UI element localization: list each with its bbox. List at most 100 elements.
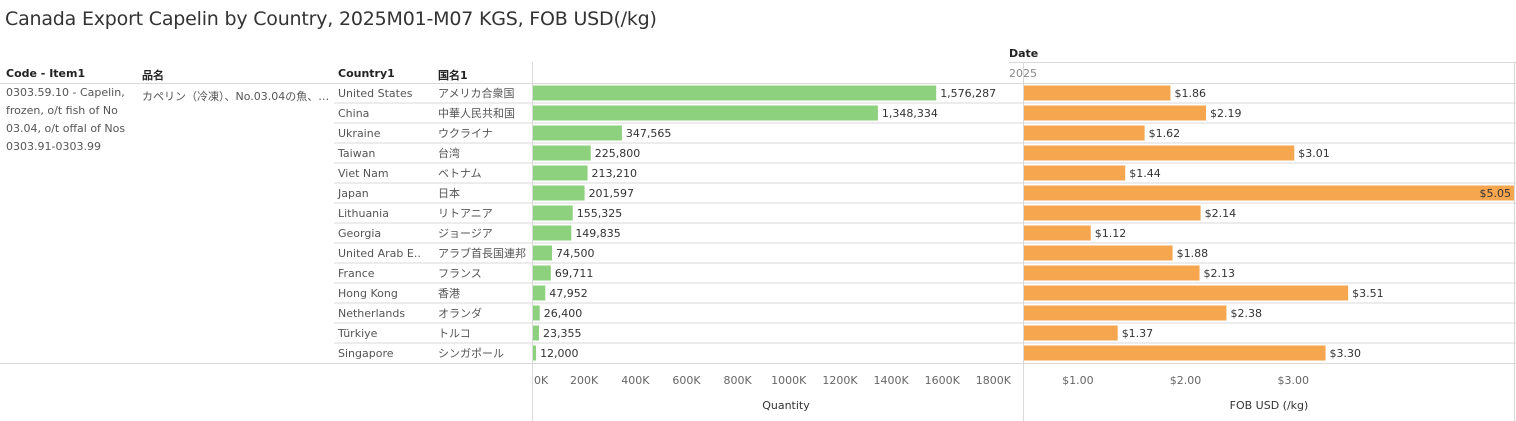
country-label: Lithuania xyxy=(338,207,389,220)
fob-bar xyxy=(1024,165,1126,181)
fob-bar xyxy=(1024,245,1173,261)
quantity-tick-label: 400K xyxy=(621,374,650,387)
quantity-bar xyxy=(533,345,537,361)
quantity-bar xyxy=(533,185,585,201)
fob-bar xyxy=(1024,85,1171,101)
fob-bar xyxy=(1024,305,1227,321)
quantity-tick-label: 1600K xyxy=(925,374,961,387)
quantity-bar xyxy=(533,265,551,281)
country-ja-label: トルコ xyxy=(438,327,471,340)
fob-bar xyxy=(1024,265,1200,281)
quantity-bar xyxy=(533,245,553,261)
header-divider xyxy=(0,83,1516,84)
quantity-tick-label: 1000K xyxy=(771,374,807,387)
country-label: Singapore xyxy=(338,347,394,360)
fob-tick-label: $2.00 xyxy=(1170,374,1202,387)
fob-value-label: $5.05 xyxy=(1480,187,1512,200)
quantity-value-label: 1,576,287 xyxy=(940,87,996,100)
quantity-axis-title: Quantity xyxy=(762,399,810,412)
country-ja-label: 中華人民共和国 xyxy=(438,107,515,120)
fob-tick-label: $1.00 xyxy=(1062,374,1094,387)
quantity-bar xyxy=(533,205,573,221)
quantity-value-label: 74,500 xyxy=(556,247,595,260)
fob-bar xyxy=(1024,325,1118,341)
fob-bar xyxy=(1024,105,1206,121)
fob-value-label: $1.86 xyxy=(1174,87,1206,100)
fob-value-label: $2.19 xyxy=(1210,107,1242,120)
kokumei-header: 国名1 xyxy=(438,69,468,82)
quantity-bar xyxy=(533,145,591,161)
quantity-bar xyxy=(533,165,588,181)
country-label: Ukraine xyxy=(338,127,381,140)
fob-value-label: $3.30 xyxy=(1330,347,1362,360)
country-label: United States xyxy=(338,87,413,100)
fob-value-label: $2.38 xyxy=(1230,307,1262,320)
fob-value-label: $1.88 xyxy=(1177,247,1209,260)
fob-axis-line xyxy=(1023,62,1024,421)
quantity-bar xyxy=(533,125,622,141)
country-ja-label: リトアニア xyxy=(438,207,493,220)
quantity-tick-label: 1200K xyxy=(822,374,858,387)
country-label: Georgia xyxy=(338,227,381,240)
country-label: Türkiye xyxy=(337,327,378,340)
fob-value-label: $2.13 xyxy=(1204,267,1236,280)
quantity-value-label: 23,355 xyxy=(543,327,582,340)
quantity-bar xyxy=(533,325,539,341)
fob-tick-label: $3.00 xyxy=(1277,374,1309,387)
quantity-value-label: 201,597 xyxy=(589,187,635,200)
fob-bar xyxy=(1024,285,1349,301)
fob-value-label: $2.14 xyxy=(1205,207,1237,220)
quantity-bar xyxy=(533,285,546,301)
quantity-value-label: 69,711 xyxy=(555,267,594,280)
quantity-axis-line xyxy=(532,62,533,421)
date-header: Date xyxy=(1009,47,1039,60)
country-ja-label: フランス xyxy=(438,267,482,280)
fob-bar xyxy=(1024,345,1326,361)
country-ja-label: 台湾 xyxy=(438,146,460,160)
item-code-description: 0303.59.10 - Capelin, frozen, o/t fish o… xyxy=(6,86,126,153)
fob-value-label: $1.12 xyxy=(1095,227,1127,240)
fob-value-label: $3.01 xyxy=(1298,147,1330,160)
quantity-bar xyxy=(533,85,937,101)
country-ja-label: アラブ首長国連邦 xyxy=(438,246,526,260)
quantity-value-label: 1,348,334 xyxy=(882,107,938,120)
country-label: France xyxy=(338,267,375,280)
quantity-value-label: 213,210 xyxy=(592,167,638,180)
quantity-value-label: 347,565 xyxy=(626,127,672,140)
code-item-header: Code - Item1 xyxy=(6,67,86,80)
quantity-tick-label: 1800K xyxy=(976,374,1012,387)
country-label: Taiwan xyxy=(337,147,375,160)
quantity-tick-label: 800K xyxy=(724,374,753,387)
fob-bar xyxy=(1024,225,1091,241)
quantity-tick-label: 200K xyxy=(570,374,599,387)
right-border-line xyxy=(1514,62,1515,421)
country-header: Country1 xyxy=(338,67,395,80)
country-label: Hong Kong xyxy=(338,287,398,300)
country-label: Japan xyxy=(337,187,369,200)
fob-value-label: $3.51 xyxy=(1352,287,1384,300)
quantity-tick-label: 0K xyxy=(534,374,549,387)
country-ja-label: ベトナム xyxy=(438,167,482,180)
quantity-value-label: 26,400 xyxy=(544,307,583,320)
footer-divider xyxy=(0,363,1516,364)
quantity-bar xyxy=(533,225,572,241)
country-ja-label: オランダ xyxy=(438,306,482,320)
quantity-value-label: 47,952 xyxy=(549,287,588,300)
country-ja-label: アメリカ合衆国 xyxy=(438,86,514,100)
fob-bar xyxy=(1024,125,1145,141)
hinmei-header: 品名 xyxy=(142,69,164,82)
quantity-value-label: 155,325 xyxy=(577,207,623,220)
date-divider xyxy=(1009,62,1516,63)
fob-bar xyxy=(1024,145,1295,161)
quantity-bar xyxy=(533,105,878,121)
country-label: Viet Nam xyxy=(338,167,389,180)
fob-bar xyxy=(1024,185,1514,201)
country-ja-label: 香港 xyxy=(438,287,460,300)
quantity-bar xyxy=(533,305,540,321)
fob-axis-title: FOB USD (/kg) xyxy=(1230,399,1309,412)
country-ja-label: ウクライナ xyxy=(438,127,493,140)
quantity-tick-label: 600K xyxy=(672,374,701,387)
country-ja-label: シンガポール xyxy=(438,347,504,360)
country-label: Netherlands xyxy=(338,307,405,320)
